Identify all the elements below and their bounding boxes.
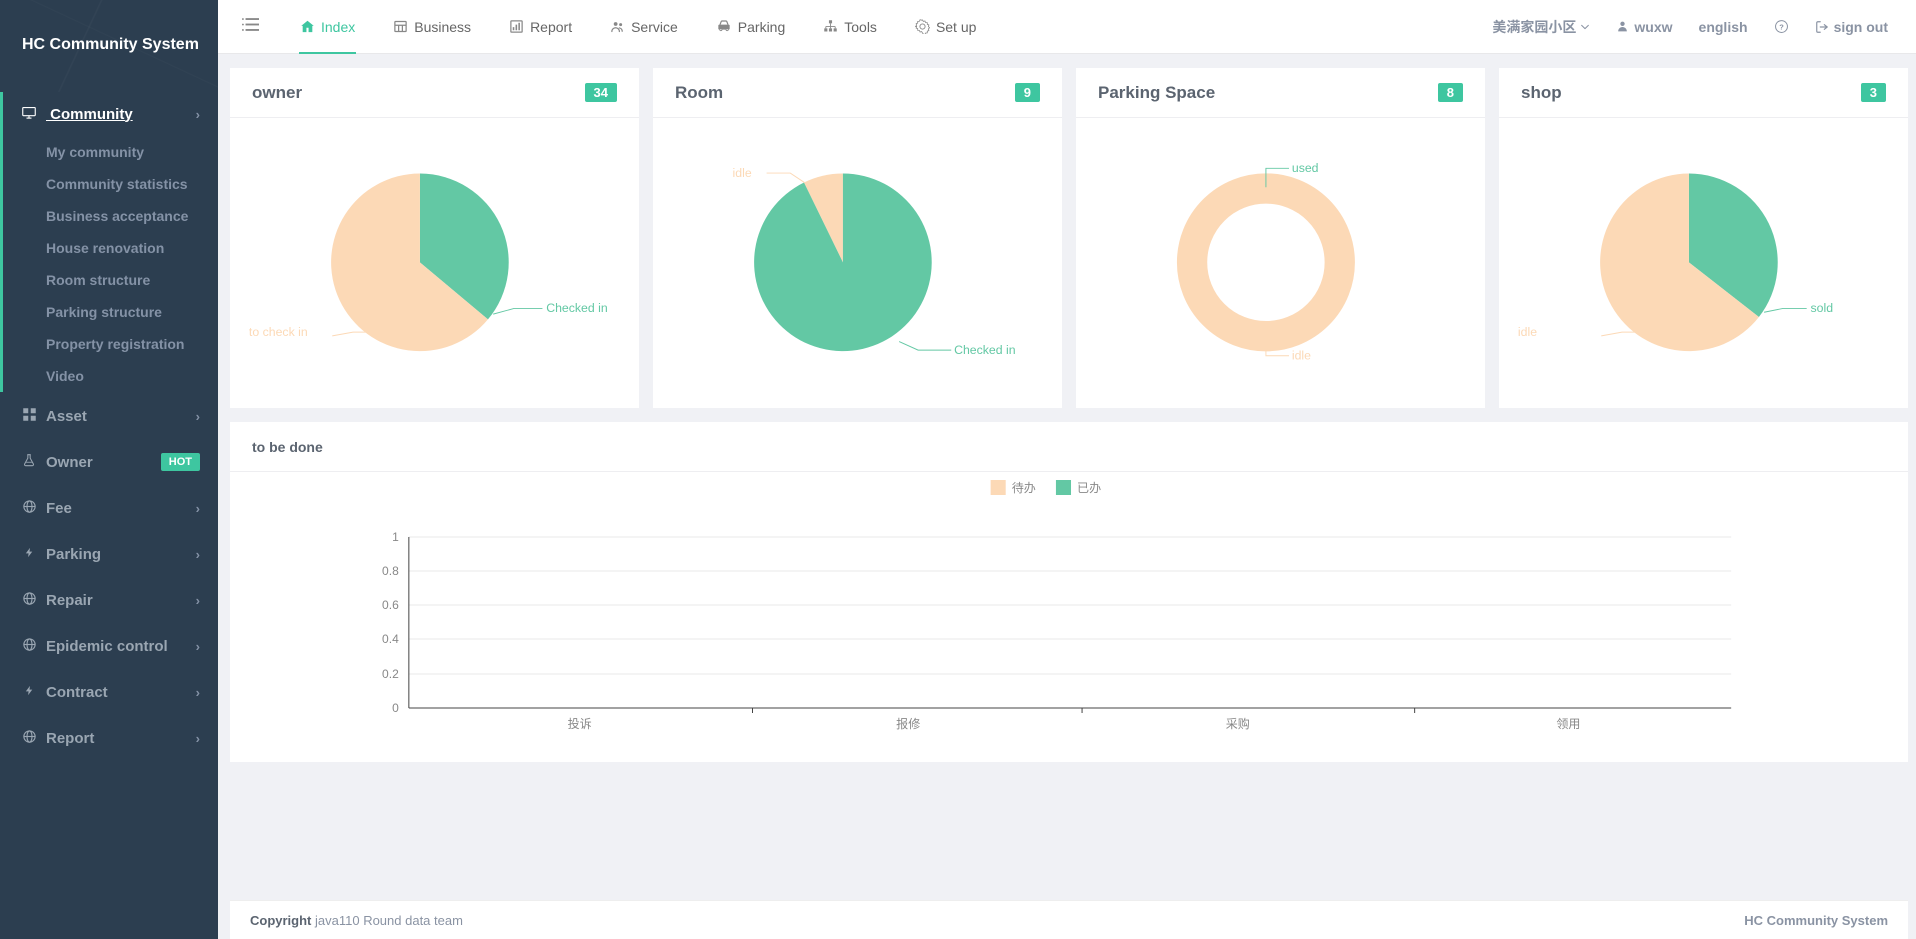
svg-text:Checked in: Checked in — [954, 343, 1016, 357]
svg-text:领用: 领用 — [1556, 715, 1580, 732]
svg-text:采购: 采购 — [1226, 715, 1250, 732]
svg-text:1: 1 — [392, 530, 399, 544]
svg-text:0.6: 0.6 — [382, 598, 399, 612]
svg-text:Checked in: Checked in — [546, 301, 608, 315]
svg-text:idle: idle — [1292, 349, 1311, 363]
svg-text:待办: 待办 — [1012, 479, 1036, 496]
svg-text:0.4: 0.4 — [382, 632, 399, 646]
svg-text:报修: 报修 — [896, 715, 920, 732]
svg-text:0: 0 — [392, 701, 399, 715]
svg-text:to check in: to check in — [249, 325, 308, 339]
svg-text:used: used — [1292, 161, 1319, 175]
svg-text:0.2: 0.2 — [382, 667, 399, 681]
svg-text:idle: idle — [733, 166, 752, 180]
svg-text:已办: 已办 — [1077, 479, 1101, 496]
svg-text:0.8: 0.8 — [382, 564, 399, 578]
svg-text:idle: idle — [1518, 325, 1537, 339]
svg-text:投诉: 投诉 — [568, 715, 592, 732]
svg-text:?: ? — [1779, 22, 1784, 31]
svg-text:sold: sold — [1810, 301, 1833, 315]
